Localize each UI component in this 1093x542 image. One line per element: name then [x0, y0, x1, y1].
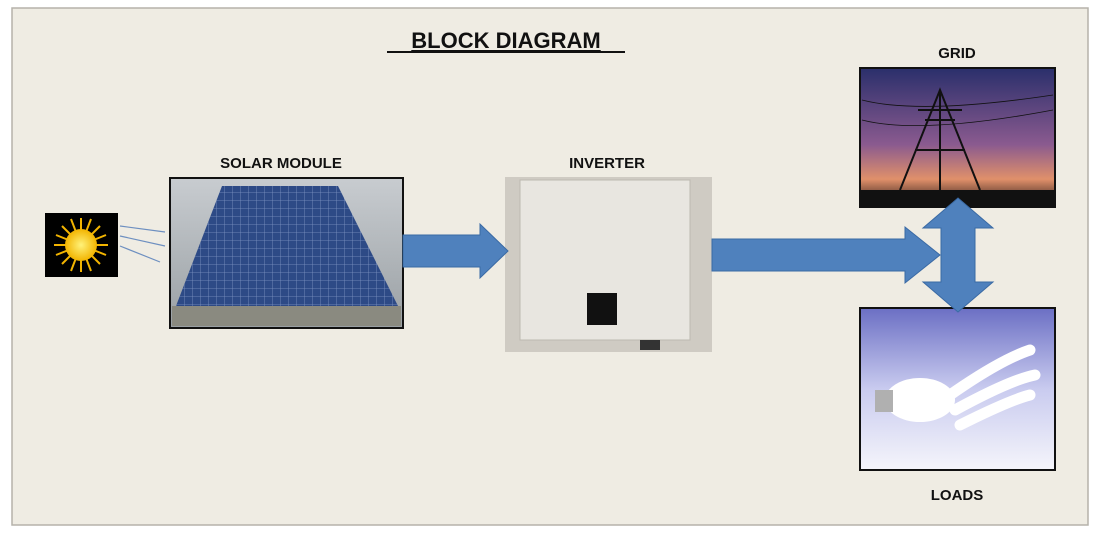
diagram-title: BLOCK DIAGRAM: [411, 28, 600, 53]
block-label: LOADS: [931, 487, 984, 504]
diagram: BLOCK DIAGRAM SOLAR MODULE INVERTER GRID: [0, 0, 1093, 537]
loads-image: [860, 308, 1055, 470]
inverter-image: [505, 177, 712, 352]
grid-image: [860, 68, 1055, 207]
block-label: GRID: [938, 45, 976, 62]
page: BLOCK DIAGRAM SOLAR MODULE INVERTER GRID: [0, 0, 1093, 542]
block-label: INVERTER: [569, 155, 645, 172]
block-label: SOLAR MODULE: [220, 155, 342, 172]
solar-module-image: [170, 178, 403, 328]
